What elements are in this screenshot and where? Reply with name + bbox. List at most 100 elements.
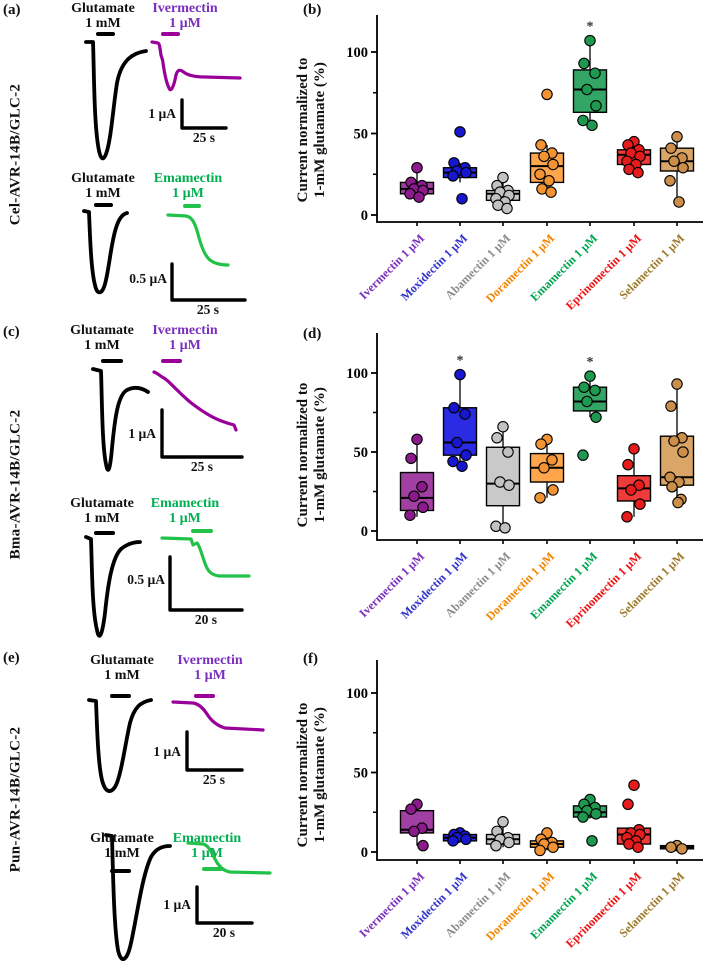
axes	[376, 333, 703, 541]
time-scale-label: 25 s	[190, 459, 214, 474]
glutamate-current-trace	[104, 833, 172, 961]
y-axis-title-line2: 1-mM glutamate (%)	[312, 387, 328, 523]
scale-bar	[170, 262, 247, 302]
data-point	[499, 522, 511, 534]
glutamate-current-trace	[91, 367, 150, 472]
glutamate-label: Glutamate 1 mM	[70, 496, 134, 526]
data-point	[447, 835, 459, 847]
data-point	[411, 161, 423, 174]
data-point	[411, 433, 423, 446]
panel-label-c: (c)	[3, 324, 20, 340]
x-category-label: Eprinomectin 1 µM	[563, 869, 644, 950]
data-point	[538, 462, 550, 474]
time-scale-label: 20 s	[194, 612, 218, 627]
data-point	[497, 420, 509, 433]
panel-label-d: (d)	[303, 326, 322, 342]
data-point	[538, 150, 550, 163]
data-point	[413, 191, 425, 203]
panel-label-a: (a)	[3, 2, 21, 18]
amplitude-scale-label: 1 µA	[128, 426, 156, 441]
data-point	[625, 484, 637, 496]
data-point	[578, 381, 590, 393]
glutamate-current-trace	[87, 698, 153, 793]
data-point	[534, 492, 546, 504]
y-axis-title-line1: Current normalized to	[295, 382, 311, 528]
data-point	[459, 408, 471, 420]
data-point	[589, 67, 601, 79]
x-category-label: Eprinomectin 1 µM	[563, 549, 644, 630]
ivermectin-current-trace	[171, 700, 265, 732]
scale-bar	[160, 408, 244, 459]
y-tick-label: 50	[354, 766, 369, 782]
data-point	[460, 833, 472, 846]
data-point	[535, 139, 547, 151]
ivermectin-current-trace	[152, 370, 238, 432]
data-point	[541, 88, 553, 101]
data-point	[668, 435, 680, 447]
y-tick-label: 100	[346, 366, 368, 382]
data-point	[581, 395, 593, 408]
data-point	[456, 460, 468, 472]
scale-bar	[185, 730, 244, 772]
glutamate-current-trace	[82, 209, 129, 295]
data-point	[503, 479, 515, 491]
ivermectin-label: Ivermectin 1 µM	[177, 653, 243, 683]
data-point	[456, 192, 468, 205]
receptor-label-bma: Bma-AVR-14B/GLC-2	[7, 409, 24, 560]
data-point	[460, 449, 472, 461]
data-point	[491, 432, 503, 444]
significance-star: *	[587, 355, 594, 370]
data-point	[590, 411, 602, 423]
glutamate-label: Glutamate 1 mM	[71, 171, 135, 201]
amplitude-scale-label: 0.5 µA	[129, 271, 167, 286]
data-point	[586, 119, 598, 132]
data-point	[665, 400, 677, 412]
y-axis-title-line1: Current normalized to	[295, 702, 311, 848]
data-point	[676, 843, 688, 855]
data-point	[628, 443, 640, 455]
data-point	[677, 446, 689, 458]
data-point	[405, 803, 417, 815]
amplitude-scale-label: 0.5 µA	[127, 572, 165, 587]
scale-bar	[195, 885, 254, 925]
amplitude-scale-label: 1 µA	[148, 106, 176, 121]
data-point	[451, 436, 463, 449]
scale-bar	[168, 555, 244, 612]
data-point	[632, 841, 644, 853]
significance-star: *	[587, 20, 594, 35]
data-point	[584, 34, 596, 47]
data-point	[547, 158, 559, 171]
data-point	[577, 811, 589, 823]
emamectin-current-trace	[160, 536, 251, 578]
data-point	[581, 83, 593, 96]
data-point	[546, 454, 558, 466]
data-point	[448, 402, 460, 414]
y-tick-label: 0	[361, 208, 368, 224]
panel-label-e: (e)	[3, 650, 20, 666]
y-tick-label: 100	[346, 45, 368, 61]
data-point	[534, 844, 546, 857]
ivermectin-label: Ivermectin 1 µM	[152, 323, 218, 353]
data-point	[405, 452, 417, 465]
data-point	[547, 841, 559, 853]
data-point	[584, 370, 596, 382]
data-point	[503, 836, 515, 849]
data-point	[490, 839, 502, 852]
time-scale-label: 25 s	[192, 130, 216, 145]
boxplot-panel-f: 0 50 100 Ivermectin 1 µM Moxidectin 1 µM Abam…	[345, 650, 709, 969]
emamectin-current-trace	[186, 841, 272, 875]
glutamate-current-trace	[84, 40, 148, 161]
data-point	[543, 175, 555, 187]
box-group-emamectin-1-m: *Emamectin 1 µM	[527, 355, 608, 622]
data-point	[534, 168, 546, 181]
y-tick-label: 50	[354, 127, 369, 143]
data-point	[673, 196, 685, 208]
data-point	[671, 131, 683, 143]
panel-label-b: (b)	[303, 2, 322, 18]
data-point	[497, 171, 509, 184]
data-point	[668, 155, 680, 167]
data-point	[460, 166, 472, 179]
